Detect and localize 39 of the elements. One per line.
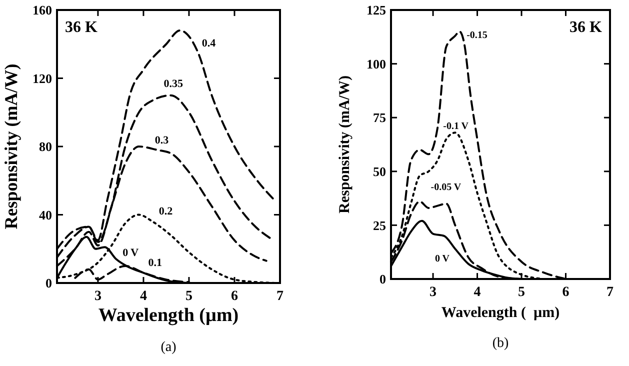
y-tick-label: 0 [380,272,386,287]
x-tick-label: 6 [230,289,238,304]
x-tick-label: 4 [140,289,147,304]
series-label: 0.35 [164,78,184,90]
annotation: 36 K [570,19,603,36]
y-axis-title: Responsivity (mA/W) [1,64,21,230]
x-tick-label: 3 [94,289,102,304]
y-tick-label: 160 [32,2,52,18]
series-label: 0.4 [202,37,216,50]
series-label: -0.05 V [430,182,462,194]
y-tick-label: 120 [32,70,52,86]
x-tick-label: 5 [518,285,526,300]
y-tick-label: 25 [373,218,386,233]
y-tick-label: 50 [373,164,386,179]
series-label: 0 V [434,253,450,264]
series-label: -0.15 [466,30,488,42]
y-tick-label: 80 [39,139,52,154]
y-tick-label: 125 [366,2,386,18]
y-tick-label: 75 [373,110,386,126]
y-tick-label: 40 [39,207,52,222]
text: (b) [492,336,509,351]
series-label: -0.1 V [443,121,470,132]
y-tick-label: 0 [46,276,52,291]
x-axis-title: Wavelength (µm) [98,305,239,326]
x-tick-label: 6 [562,285,570,300]
series-label: 0.3 [154,134,170,146]
series-label: 0 V [122,246,139,259]
x-tick-label: 5 [185,289,192,304]
y-tick-label: 100 [366,56,386,72]
annotation: 36 K [65,19,98,36]
x-tick-label: 3 [430,285,437,300]
y-axis-title: Responsivity (mA/W) [337,76,353,214]
series-label: 0.1 [148,256,162,269]
series-label: 0.2 [158,206,174,218]
x-axis-title: Wavelength ( µm) [441,305,560,321]
x-tick-label: 7 [606,285,614,300]
x-tick-label: 7 [276,289,284,304]
text: (a) [160,340,177,355]
x-tick-label: 4 [474,285,481,300]
